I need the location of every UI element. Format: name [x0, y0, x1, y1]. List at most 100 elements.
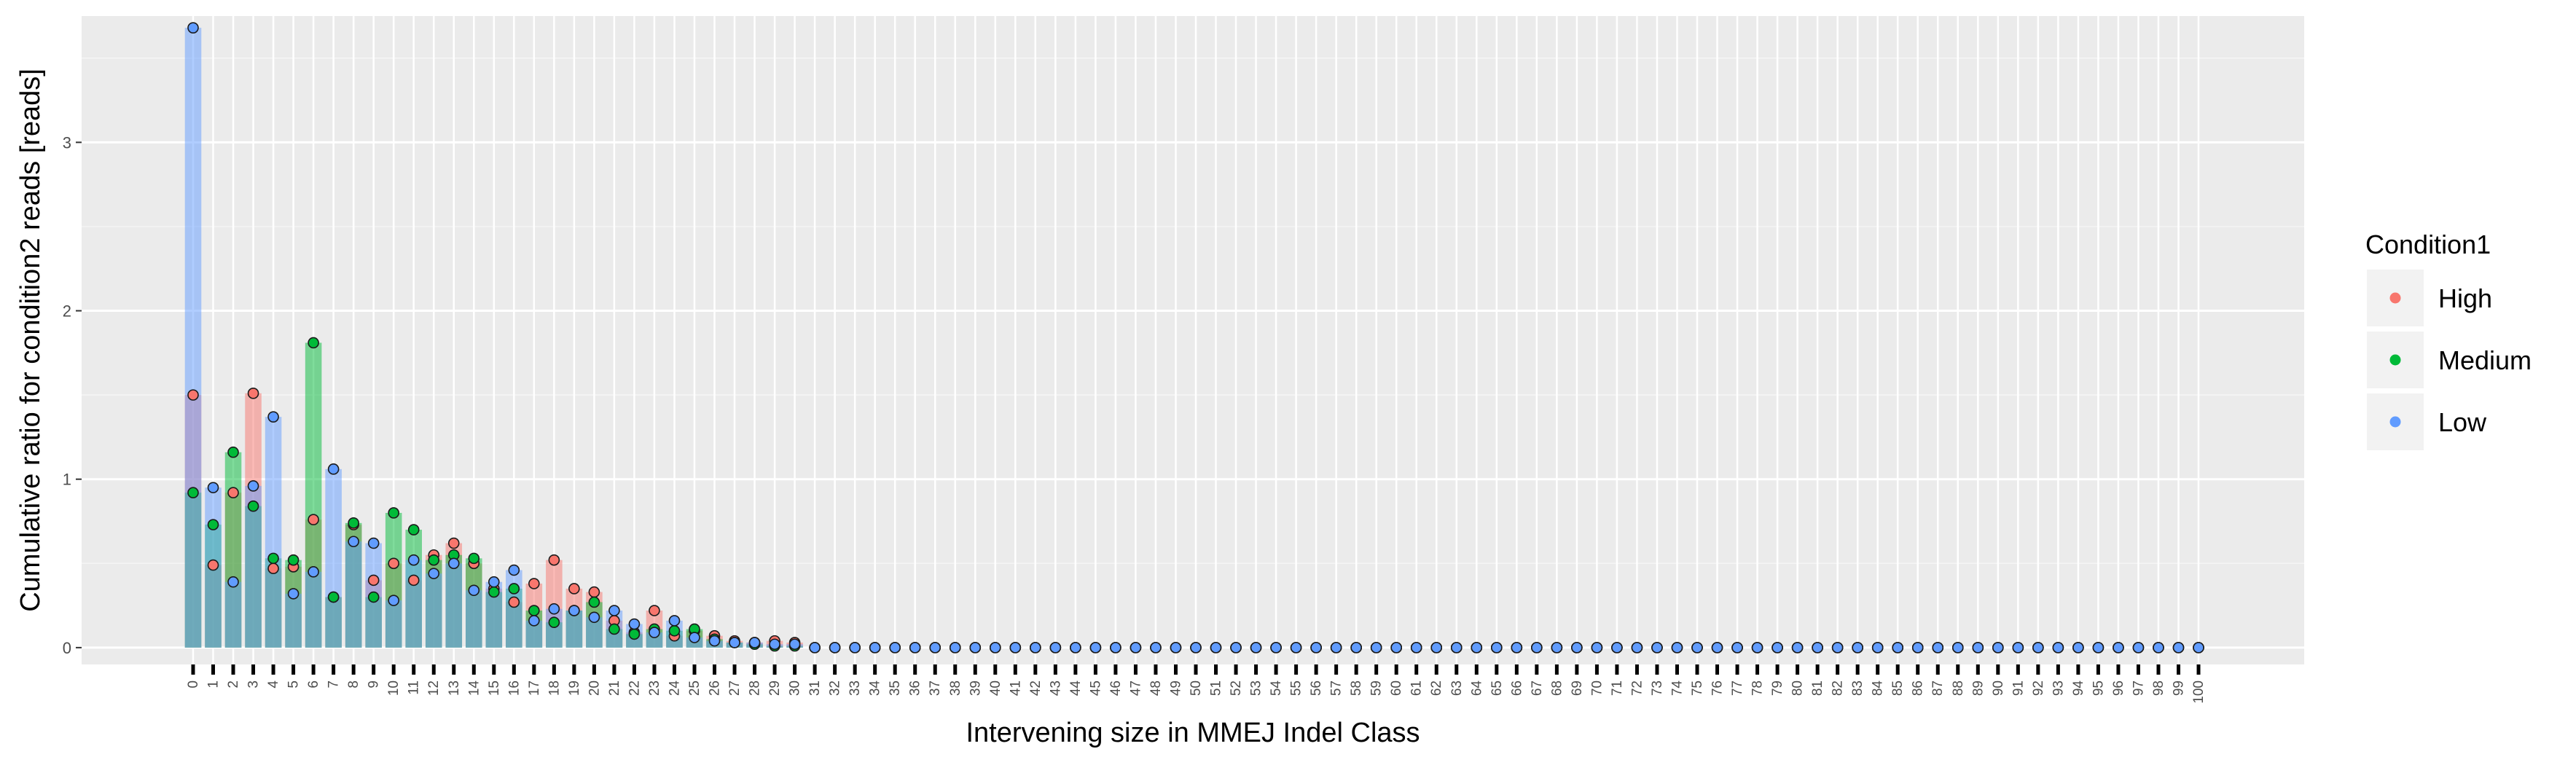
- data-point: [367, 537, 380, 549]
- data-point: [468, 584, 480, 597]
- bar: [265, 417, 282, 648]
- y-axis: 0 1 2 3: [63, 133, 82, 657]
- x-tick-label: 75: [1690, 680, 1705, 696]
- bar: [465, 590, 482, 648]
- data-point: [929, 642, 941, 654]
- bar: [345, 541, 362, 648]
- y-tick-label: 0: [63, 639, 71, 657]
- data-point: [327, 463, 340, 475]
- x-tick-label: 65: [1489, 680, 1505, 696]
- data-point: [287, 554, 300, 566]
- x-tick-label: 19: [567, 680, 582, 696]
- data-point: [2113, 642, 2124, 654]
- data-point: [1250, 642, 1262, 654]
- x-tick-label: 70: [1589, 680, 1605, 696]
- x-tick-label: 44: [1068, 680, 1084, 697]
- bar: [485, 581, 503, 648]
- data-point: [508, 596, 520, 608]
- x-tick-label: 29: [767, 680, 783, 696]
- data-point: [1772, 642, 1783, 654]
- x-tick-label: 36: [908, 680, 923, 696]
- x-tick-label: 18: [547, 680, 562, 696]
- data-point: [247, 388, 259, 399]
- data-point: [829, 642, 841, 654]
- x-tick-label: 46: [1108, 680, 1124, 696]
- x-tick-label: 16: [506, 680, 522, 696]
- x-tick-label: 25: [687, 680, 702, 696]
- x-tick-label: 2: [226, 680, 241, 688]
- data-point: [628, 628, 641, 640]
- data-point: [2153, 642, 2164, 654]
- data-point: [1130, 642, 1142, 654]
- data-point: [407, 574, 420, 586]
- x-tick-label: 92: [2031, 680, 2046, 696]
- x-tick-label: 15: [487, 680, 502, 696]
- data-point: [1210, 642, 1222, 654]
- data-point: [348, 536, 359, 548]
- y-tick-label: 2: [63, 302, 71, 321]
- y-tick-label: 3: [63, 133, 71, 152]
- data-point: [1731, 642, 1743, 654]
- x-tick-label: 28: [748, 680, 763, 696]
- data-point: [1892, 642, 1903, 654]
- data-point: [267, 562, 279, 575]
- x-tick-label: 37: [928, 680, 943, 696]
- legend-label: High: [2438, 283, 2492, 313]
- data-point: [187, 487, 199, 499]
- data-point: [1190, 642, 1202, 654]
- data-point: [649, 627, 660, 638]
- x-tick-label: 48: [1148, 680, 1164, 696]
- x-tick-label: 91: [2011, 680, 2026, 696]
- data-point: [788, 638, 801, 651]
- data-point: [1310, 642, 1322, 654]
- data-point: [1691, 642, 1703, 654]
- x-tick-label: 49: [1168, 680, 1183, 696]
- data-point: [1170, 642, 1182, 654]
- data-point: [1571, 642, 1583, 654]
- data-point: [668, 624, 681, 637]
- x-tick-label: 55: [1289, 680, 1304, 696]
- x-tick-label: 12: [426, 680, 442, 696]
- data-point: [207, 482, 219, 494]
- data-point: [1671, 642, 1683, 654]
- x-tick-label: 97: [2131, 680, 2146, 696]
- data-point: [588, 596, 600, 608]
- data-point: [227, 446, 239, 458]
- data-point: [729, 637, 740, 648]
- data-point: [388, 595, 400, 606]
- data-point: [1390, 642, 1402, 654]
- data-point: [1370, 642, 1382, 654]
- data-point: [628, 618, 641, 630]
- x-tick-label: 23: [647, 680, 662, 696]
- x-tick-label: 67: [1530, 680, 1545, 696]
- x-tick-label: 74: [1669, 680, 1685, 697]
- data-point: [1230, 642, 1242, 654]
- data-point: [869, 642, 881, 654]
- data-point: [568, 605, 580, 616]
- data-point: [608, 605, 620, 616]
- x-tick-label: 66: [1509, 680, 1524, 696]
- x-tick-label: 93: [2051, 680, 2066, 696]
- x-tick-label: 10: [386, 680, 402, 696]
- bar: [425, 573, 442, 648]
- bar: [525, 620, 543, 648]
- x-tick-label: 0: [186, 680, 201, 688]
- data-point: [1150, 642, 1162, 654]
- x-tick-label: 26: [708, 680, 723, 696]
- x-tick-label: 56: [1309, 680, 1324, 696]
- data-point: [1812, 642, 1823, 654]
- data-point: [1951, 642, 1964, 654]
- x-tick-label: 53: [1249, 680, 1264, 696]
- data-point: [247, 480, 259, 492]
- legend-item-high: High: [2367, 270, 2492, 326]
- x-tick-label: 59: [1369, 680, 1385, 696]
- data-point: [969, 642, 982, 654]
- data-point: [568, 583, 580, 595]
- legend-swatch: [2389, 354, 2401, 366]
- x-tick-label: 50: [1189, 680, 1204, 696]
- x-tick-label: 57: [1329, 680, 1344, 696]
- data-point: [308, 514, 319, 525]
- data-point: [1751, 642, 1763, 654]
- data-point: [227, 487, 239, 499]
- x-tick-label: 54: [1269, 680, 1284, 697]
